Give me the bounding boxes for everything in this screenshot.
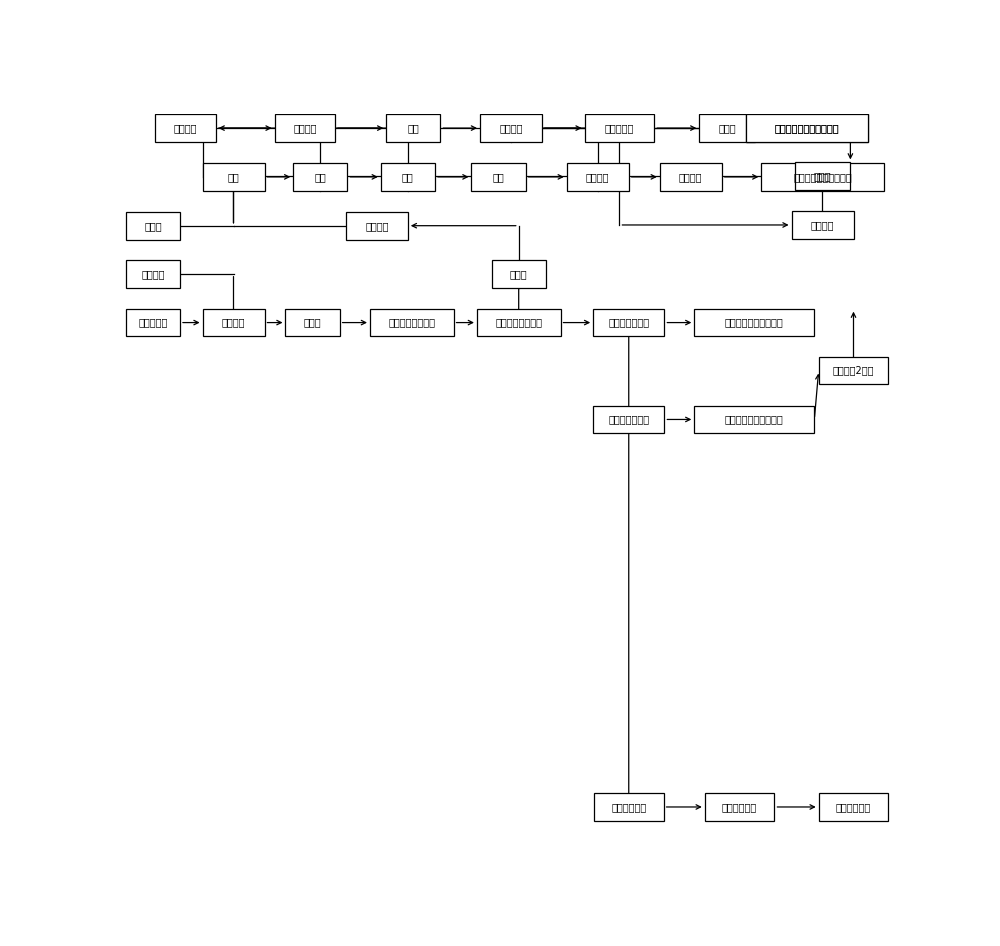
Text: 二次母液萃取三氧化二锆: 二次母液萃取三氧化二锆 <box>775 123 839 133</box>
FancyBboxPatch shape <box>471 163 526 191</box>
FancyBboxPatch shape <box>492 260 546 288</box>
Text: 结晶: 结晶 <box>407 123 419 133</box>
FancyBboxPatch shape <box>746 114 868 142</box>
FancyBboxPatch shape <box>594 793 664 821</box>
FancyBboxPatch shape <box>593 308 664 337</box>
Text: 二次母液萃取三氧化二锆: 二次母液萃取三氧化二锆 <box>775 123 839 133</box>
Text: 离心分离: 离心分离 <box>679 172 702 182</box>
FancyBboxPatch shape <box>381 163 435 191</box>
Text: 四氯化硅精馏: 四氯化硅精馏 <box>722 802 757 812</box>
Text: 去白发皂: 去白发皂 <box>811 220 834 230</box>
Text: 四氯化锆: 四氯化锆 <box>365 220 389 231</box>
Text: 水解: 水解 <box>228 172 239 182</box>
Text: 过滤洗涤: 过滤洗涤 <box>499 123 523 133</box>
FancyBboxPatch shape <box>480 114 542 142</box>
Text: 蒸发酸: 蒸发酸 <box>814 171 831 182</box>
FancyBboxPatch shape <box>155 114 216 142</box>
Text: 四氯化锆固体单独处理: 四氯化锆固体单独处理 <box>725 414 784 425</box>
Text: 捷绺器: 捷绺器 <box>510 269 528 279</box>
FancyBboxPatch shape <box>567 163 629 191</box>
Text: 炉前料仓: 炉前料仓 <box>222 318 245 327</box>
FancyBboxPatch shape <box>694 406 814 433</box>
FancyBboxPatch shape <box>593 406 664 433</box>
Text: 四氯化锆固体单独处理: 四氯化锆固体单独处理 <box>725 318 784 327</box>
FancyBboxPatch shape <box>275 114 335 142</box>
FancyBboxPatch shape <box>746 114 868 142</box>
Text: 加压蒸发: 加压蒸发 <box>293 123 317 133</box>
FancyBboxPatch shape <box>795 163 850 190</box>
Text: 混料、加热: 混料、加热 <box>138 318 168 327</box>
FancyBboxPatch shape <box>202 308 264 337</box>
Text: 四氯化硅产品: 四氯化硅产品 <box>836 802 871 812</box>
FancyBboxPatch shape <box>819 793 888 821</box>
Text: 急冷器直冷加间冷: 急冷器直冷加间冷 <box>495 318 542 327</box>
Text: 按实施例2处理: 按实施例2处理 <box>833 366 874 376</box>
Text: 包装高纯氧氯化锆产品: 包装高纯氧氯化锆产品 <box>793 172 852 182</box>
FancyBboxPatch shape <box>705 793 774 821</box>
FancyBboxPatch shape <box>126 212 180 239</box>
Text: 软化水: 软化水 <box>144 220 162 231</box>
FancyBboxPatch shape <box>694 308 814 337</box>
Text: 过滤洗涤: 过滤洗涤 <box>586 172 610 182</box>
Text: 一级气固分离器: 一级气固分离器 <box>608 318 649 327</box>
FancyBboxPatch shape <box>660 163 722 191</box>
FancyBboxPatch shape <box>126 260 180 288</box>
Text: 蒸发: 蒸发 <box>402 172 414 182</box>
Text: 一次母液: 一次母液 <box>174 123 197 133</box>
FancyBboxPatch shape <box>792 211 854 238</box>
FancyBboxPatch shape <box>370 308 454 337</box>
Text: 水破溶: 水破溶 <box>718 123 736 133</box>
FancyBboxPatch shape <box>285 308 340 337</box>
FancyBboxPatch shape <box>585 114 654 142</box>
FancyBboxPatch shape <box>346 212 408 239</box>
Text: 结晶: 结晶 <box>493 172 504 182</box>
Text: 过滤: 过滤 <box>314 172 326 182</box>
FancyBboxPatch shape <box>819 357 888 384</box>
Text: 四氯化硅淋洗: 四氯化硅淋洗 <box>611 802 646 812</box>
FancyBboxPatch shape <box>126 308 180 337</box>
FancyBboxPatch shape <box>477 308 561 337</box>
Text: 结晶体溶解: 结晶体溶解 <box>605 123 634 133</box>
FancyBboxPatch shape <box>293 163 347 191</box>
Text: 氯化炉: 氯化炉 <box>304 318 321 327</box>
Text: 二级气固分离器: 二级气固分离器 <box>608 414 649 425</box>
Text: 液氯气化: 液氯气化 <box>141 269 165 279</box>
FancyBboxPatch shape <box>699 114 755 142</box>
Text: 四氯化硅直接喷淋: 四氯化硅直接喷淋 <box>388 318 435 327</box>
FancyBboxPatch shape <box>761 163 884 191</box>
FancyBboxPatch shape <box>386 114 440 142</box>
FancyBboxPatch shape <box>202 163 264 191</box>
